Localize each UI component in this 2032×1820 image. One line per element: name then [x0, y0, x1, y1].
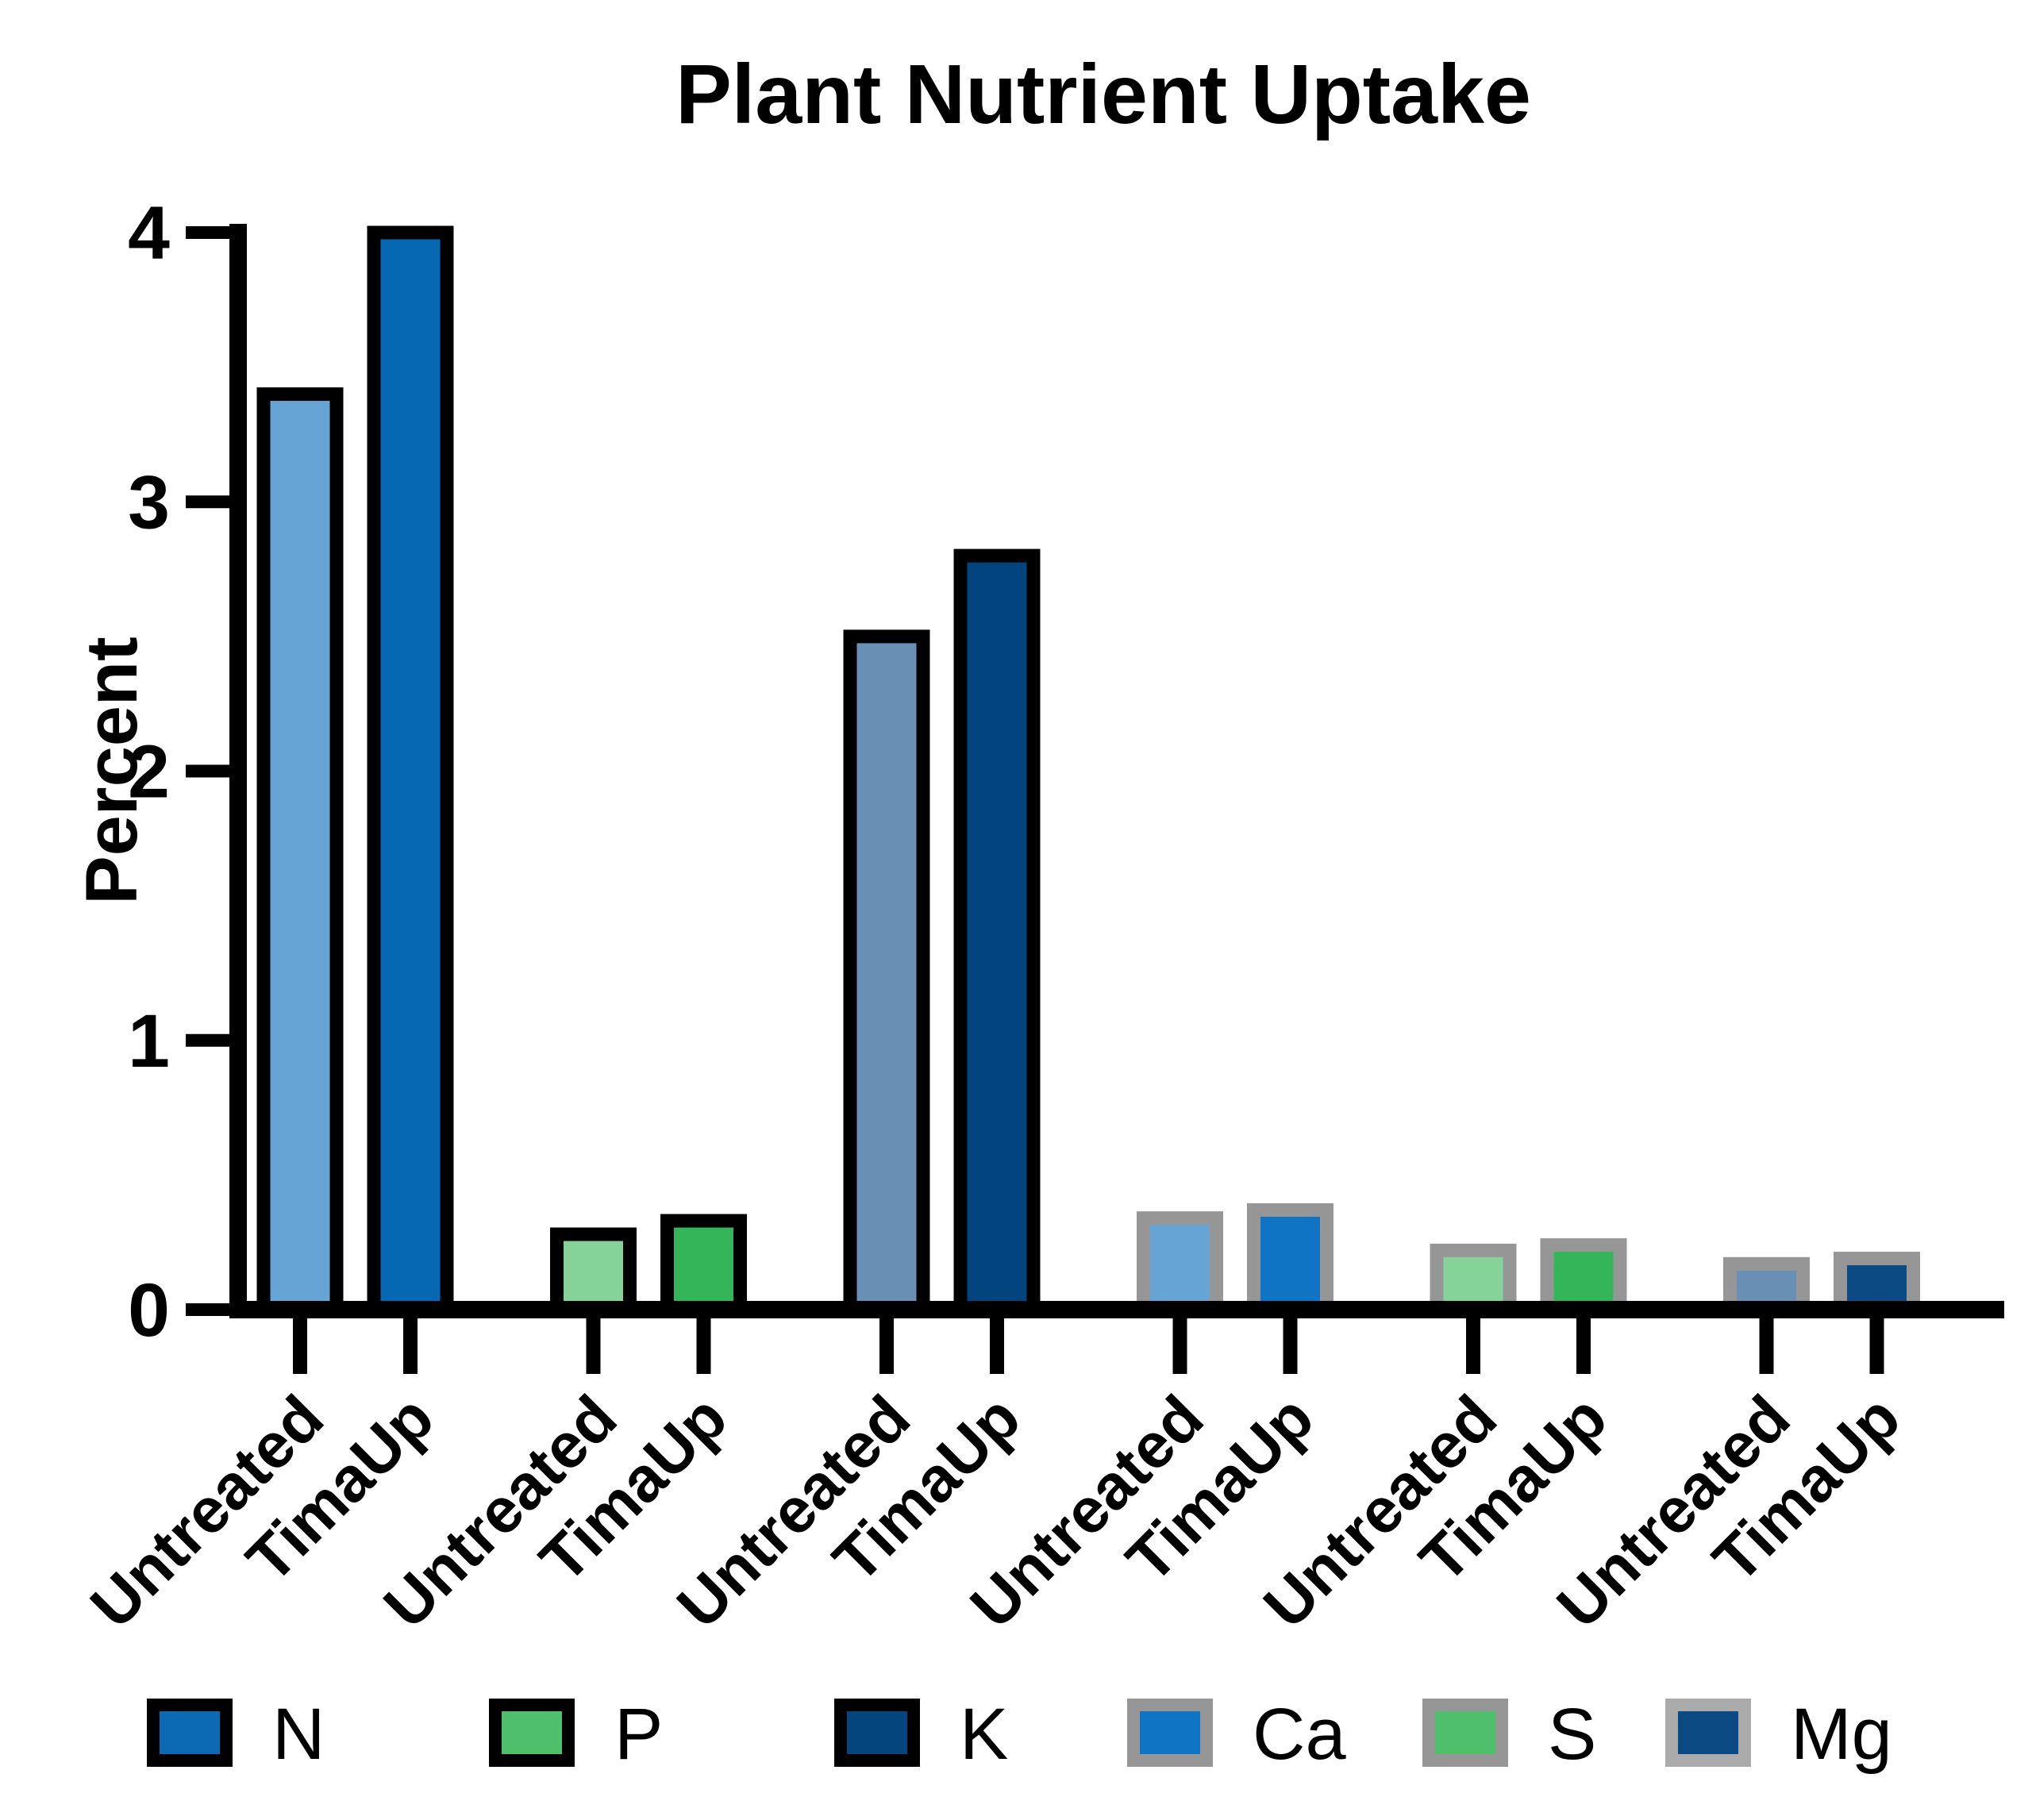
y-tick-label-0: 0 — [128, 1268, 170, 1352]
legend-swatch-Mg — [1665, 1699, 1751, 1767]
legend-label-K: K — [960, 1694, 1008, 1775]
bar-Ca-Untreated — [1137, 1211, 1223, 1317]
bars-layer — [256, 225, 1920, 1317]
axis-frame — [229, 224, 2004, 1318]
bar-P-TimaUp — [660, 1214, 747, 1317]
legend-label-Ca: Ca — [1253, 1694, 1346, 1775]
y-tick-label-3: 3 — [128, 460, 170, 544]
legend-label-Mg: Mg — [1791, 1694, 1892, 1775]
legend-swatch-S — [1422, 1699, 1508, 1767]
chart-title: Plant Nutrient Uptake — [675, 48, 1531, 141]
legend-label-S: S — [1548, 1694, 1596, 1775]
bar-Ca-TimaUp — [1247, 1202, 1334, 1317]
legend-swatch-Ca — [1127, 1699, 1213, 1767]
bar-N-Untreated — [256, 387, 344, 1317]
bar-N-TimaUp — [367, 225, 454, 1317]
legend-swatch-N — [147, 1699, 233, 1767]
bar-P-Untreated — [550, 1227, 637, 1317]
legend-swatch-K — [834, 1699, 920, 1767]
bar-S-Untreated — [1430, 1243, 1517, 1317]
y-tick-label-2: 2 — [128, 730, 170, 814]
bar-K-Untreated — [843, 629, 930, 1317]
bar-S-TimaUp — [1540, 1238, 1627, 1317]
legend-label-N: N — [272, 1694, 325, 1775]
legend-label-P: P — [614, 1694, 663, 1775]
legend-swatch-P — [489, 1699, 575, 1767]
y-tick-label-1: 1 — [128, 999, 170, 1083]
bar-K-TimaUp — [953, 548, 1041, 1317]
y-axis-label: Percent — [71, 637, 152, 905]
y-tick-label-4: 4 — [128, 191, 170, 275]
legend-layer: N P K Ca S Mg — [147, 1694, 1892, 1775]
axes-layer — [186, 224, 2004, 1374]
